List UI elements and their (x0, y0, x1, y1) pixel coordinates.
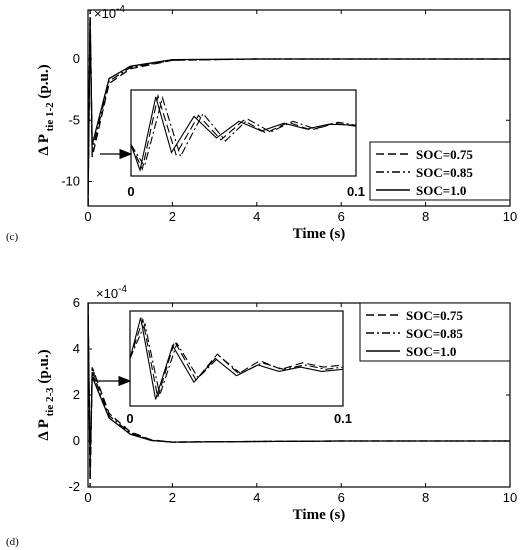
y-tick-label: -10 (61, 174, 80, 189)
inset-x-tick-label: 0.1 (347, 184, 365, 199)
y-axis-label: Δ P tie 2-3 (p.u.) (36, 349, 56, 440)
inset-frame (129, 310, 344, 407)
inset-series-line-solid (131, 96, 356, 173)
y-tick-label: 0 (73, 51, 80, 66)
inset-x-tick-label: 0.1 (334, 411, 352, 426)
x-tick-label: 6 (338, 209, 345, 224)
inset-series-line-dashdot (130, 322, 343, 398)
y-tick-label: -5 (68, 112, 80, 127)
x-tick-label: 8 (422, 209, 429, 224)
inset-x-tick-label: 0 (127, 184, 134, 199)
y-tick-label: -2 (68, 479, 80, 494)
y-tick-label: 4 (73, 341, 80, 356)
x-tick-label: 4 (253, 490, 260, 505)
y-multiplier: ×10-4 (96, 284, 127, 301)
chart-panel-1: 0 2 4 6 8 10 -2 0 2 4 6 ×10-4 Δ P tie 2-3 (p.u.) Time… (6, 284, 517, 548)
y-axis-label: Δ P tie 1-2 (p.u.) (36, 64, 56, 155)
legend: SOC=0.75 SOC=0.85 SOC=1.0 (359, 302, 511, 362)
x-tick-label: 2 (169, 490, 176, 505)
x-tick-label: 0 (84, 490, 91, 505)
y-tick-label: 2 (73, 387, 80, 402)
legend-entry: SOC=0.75 (416, 147, 473, 162)
inset-series-line-solid (130, 317, 343, 400)
x-tick-label: 6 (338, 490, 345, 505)
y-tick-label: 6 (73, 295, 80, 310)
x-tick-label: 4 (253, 209, 260, 224)
legend-entry: SOC=0.75 (406, 308, 463, 323)
zoom-arrow (93, 372, 132, 387)
x-tick-label: 8 (422, 490, 429, 505)
panel-label: (d) (6, 536, 19, 548)
y-tick-label: 0 (73, 433, 80, 448)
x-tick-label: 0 (84, 209, 91, 224)
x-axis-label: Time (s) (293, 226, 346, 242)
x-tick-label: 2 (169, 209, 176, 224)
legend-entry: SOC=0.85 (406, 326, 463, 341)
inset-x-tick-label: 0 (126, 411, 133, 426)
inset-frame (130, 89, 357, 177)
legend-entry: SOC=1.0 (406, 344, 456, 359)
chart-panel-0: 0 2 4 6 8 10 -10 -5 0 ×10-4 Δ P tie 1-2 (p.u.) Time… (6, 4, 517, 243)
panel-label: (c) (6, 231, 19, 243)
inset-series-line-dashed (130, 317, 343, 398)
series-line-solid (88, 303, 510, 465)
x-tick-label: 10 (503, 490, 517, 505)
series-line-solid (88, 22, 510, 206)
legend-entry: SOC=1.0 (416, 183, 466, 198)
legend: SOC=0.75 SOC=0.85 SOC=1.0 (369, 141, 511, 201)
x-axis-label: Time (s) (293, 507, 346, 523)
legend-entry: SOC=0.85 (416, 165, 473, 180)
y-multiplier: ×10-4 (94, 4, 125, 21)
x-tick-label: 10 (503, 209, 517, 224)
plot-frame (87, 9, 511, 207)
inset-series-line-dashed (131, 93, 356, 171)
